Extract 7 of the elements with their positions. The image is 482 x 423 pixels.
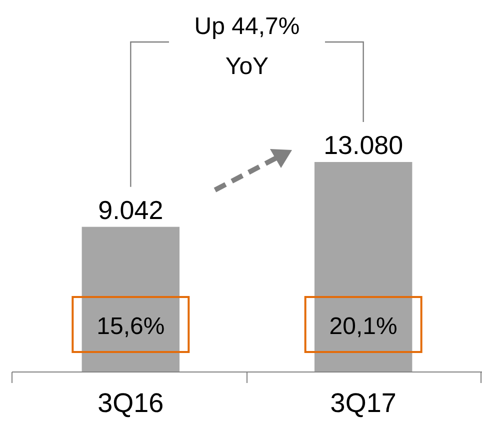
data-label: 13.080: [324, 130, 404, 160]
annotation: 15,6%: [96, 313, 165, 340]
data-label: 9.042: [98, 194, 164, 225]
x-tick-label: 3Q16: [98, 388, 164, 418]
x-tick-label: 3Q17: [330, 388, 396, 418]
text: Up 44,7% YoY: [194, 13, 300, 80]
annotation: 20,1%: [329, 313, 398, 340]
